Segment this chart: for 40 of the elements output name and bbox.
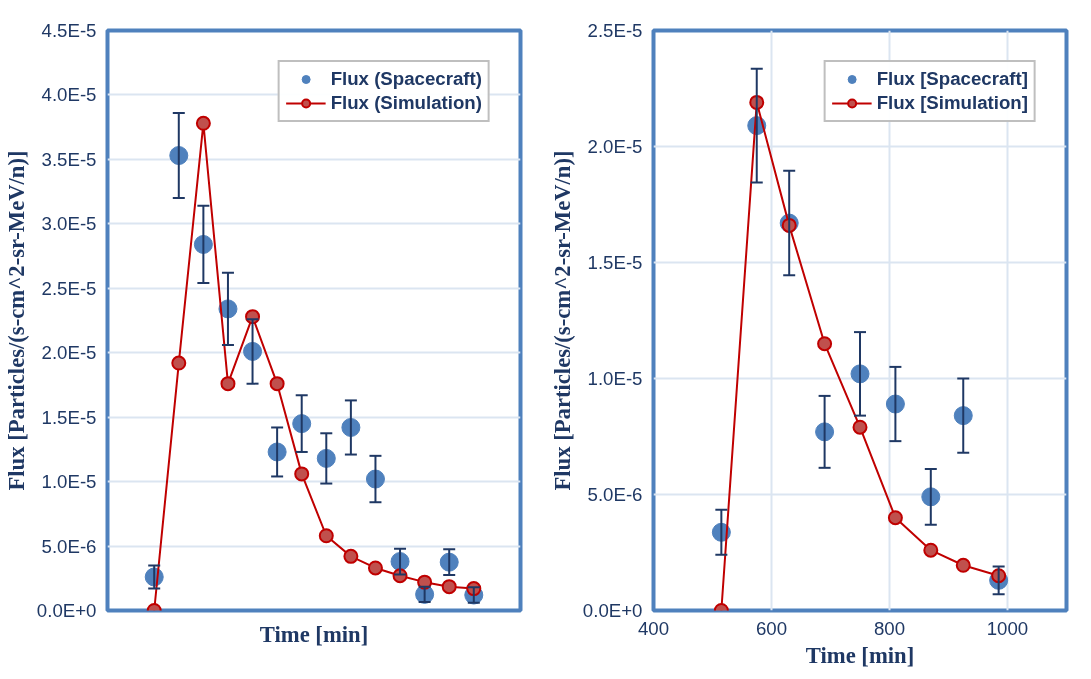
y-tick-label: 1.0E-5: [41, 471, 97, 493]
point: [269, 376, 285, 392]
y-tick-label: 1.0E-5: [587, 368, 643, 389]
point: [318, 528, 334, 544]
point: [343, 548, 359, 564]
x-axis-title: Time [min]: [259, 621, 369, 647]
y-tick-label: 4.0E-5: [41, 84, 97, 106]
point: [923, 542, 939, 558]
y-tick-label: 1.5E-5: [41, 406, 97, 428]
y-tick-label: 0.0E+0: [36, 600, 97, 621]
point: [195, 115, 211, 131]
x-tick-label: 600: [755, 617, 788, 639]
legend-label: Flux [Simulation]: [876, 92, 1028, 114]
y-tick-label: 2.5E-5: [41, 277, 97, 299]
legend-label: Flux (Simulation): [330, 92, 482, 114]
y-tick-label: 2.0E-5: [41, 342, 97, 364]
y-tick-label: 1.5E-5: [587, 252, 643, 273]
y-tick-label: 3.5E-5: [41, 148, 97, 170]
legend-label: Flux (Spacecraft): [330, 68, 482, 90]
y-tick-label: 2.0E-5: [587, 136, 643, 157]
point: [817, 336, 833, 352]
x-axis-title: Time [min]: [805, 642, 915, 668]
point: [441, 579, 457, 595]
x-tick-label: 800: [873, 617, 906, 639]
point: [171, 355, 187, 371]
y-tick-label: 5.0E-6: [587, 484, 643, 505]
point: [220, 376, 236, 392]
point: [852, 419, 868, 435]
y-tick-label: 5.0E-6: [41, 535, 97, 557]
x-tick-label: 1000: [986, 617, 1029, 639]
legend-label: Flux [Spacecraft]: [876, 68, 1028, 90]
y-tick-label: 2.5E-5: [587, 20, 643, 41]
y-tick-label: 4.5E-5: [41, 20, 97, 41]
y-axis-title: Flux [Particles/(s-cm^2-sr-MeV/n)]: [549, 150, 575, 491]
point: [955, 557, 971, 573]
point: [367, 560, 383, 576]
y-tick-label: 3.0E-5: [41, 213, 97, 235]
point: [887, 510, 903, 526]
y-axis-title: Flux [Particles/(s-cm^2-sr-MeV/n)]: [3, 150, 29, 491]
point: [294, 466, 310, 482]
